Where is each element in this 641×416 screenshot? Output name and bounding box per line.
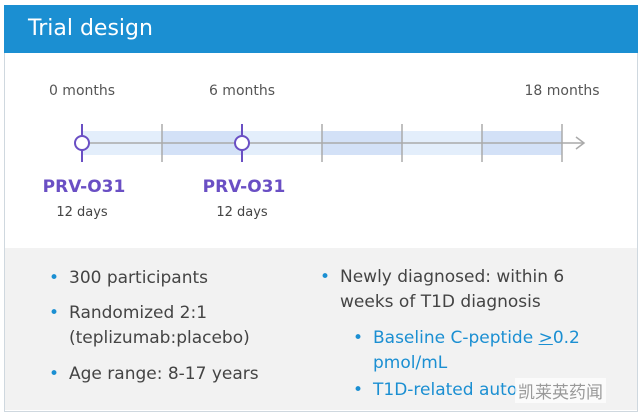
ticks [161,124,563,162]
time-label: 18 months [524,83,600,99]
time-label: 0 months [48,83,116,99]
bullet: Age range: 8-17 years [49,362,299,387]
title: Trial design [28,16,153,41]
dose-name: PRV-O31 [42,177,126,197]
bullet: Newly diagnosed: within 6 weeks of T1D d… [320,265,580,315]
text: Baseline C-peptide [373,328,539,348]
dose-duration: 12 days [216,205,268,220]
dose-duration: 12 days [56,205,108,220]
bullet: 300 participants [49,266,269,291]
header: Trial design [4,5,638,53]
sub-bullet: T1D-related auto [353,378,613,403]
arrow [575,136,586,150]
dose-markers [74,124,250,162]
dose-name: PRV-O31 [202,177,286,197]
time-label: 6 months [208,83,276,99]
timeline [74,124,586,162]
sub-bullet: Baseline C-peptide >0.2 pmol/mL [353,326,603,376]
watermark: 凯莱英药闻 [515,378,606,403]
text: 0.2 pmol/mL [373,328,580,373]
symbol: > [538,328,553,348]
bullet: Randomized 2:1 (teplizumab:placebo) [49,301,269,351]
